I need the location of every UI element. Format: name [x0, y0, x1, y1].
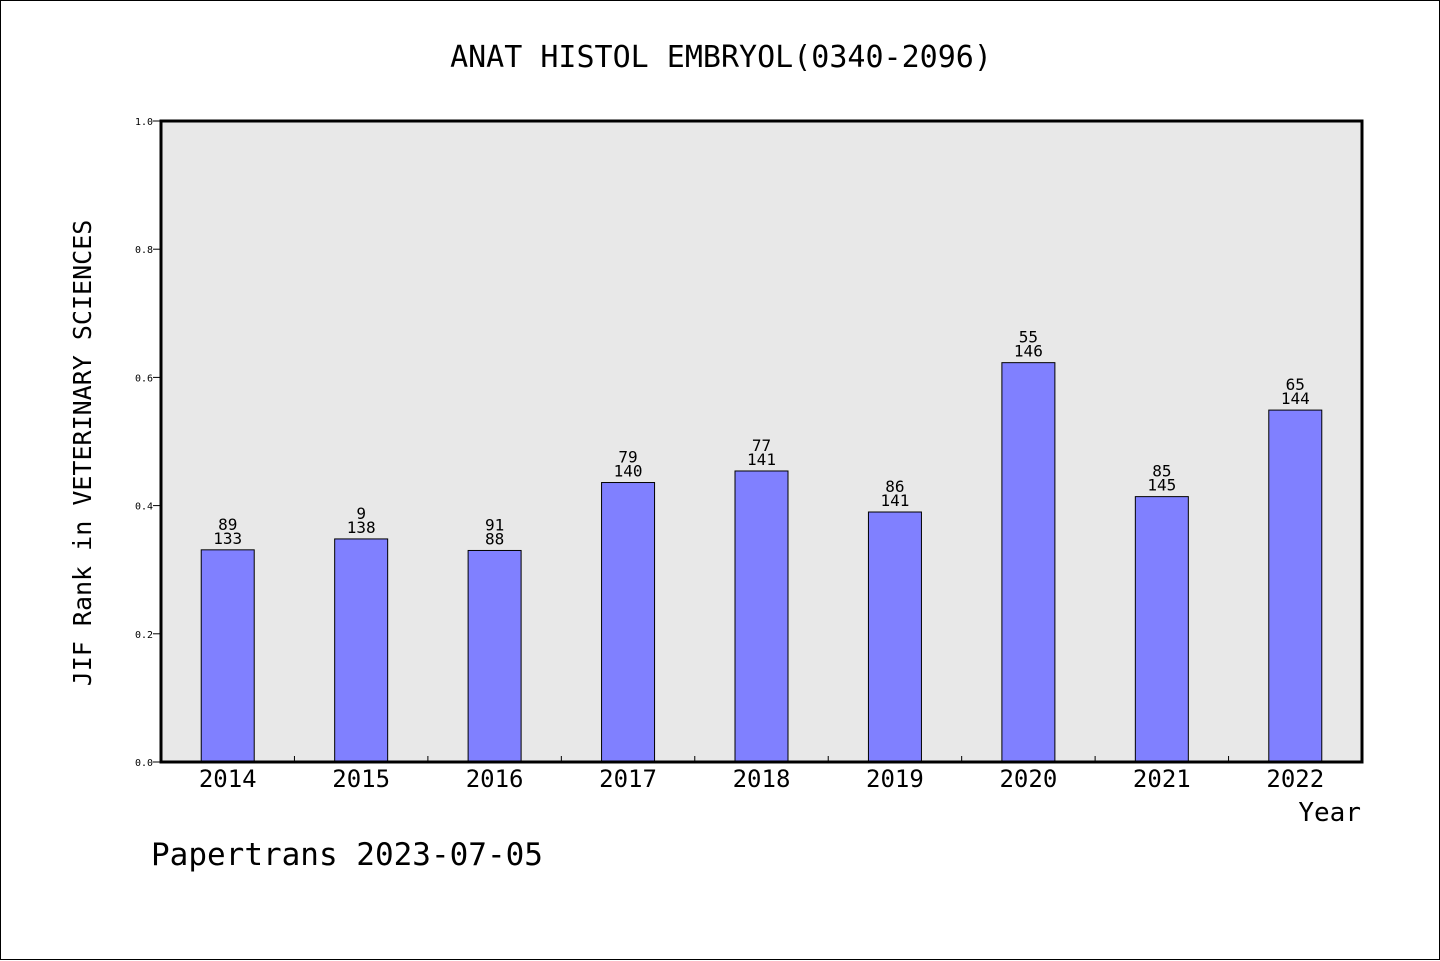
- x-tick-label: 2016: [466, 765, 524, 793]
- bar-label-total: 140: [614, 462, 643, 481]
- bar-label-total: 141: [747, 450, 776, 469]
- bar-label-rank: 9: [356, 504, 366, 523]
- y-tick-label: 0.6: [135, 373, 153, 384]
- bar-label-rank: 91: [485, 515, 504, 534]
- bar-2019: [867, 511, 922, 763]
- bar-label-total: 138: [347, 518, 376, 537]
- y-tick-label: 0.0: [135, 758, 153, 769]
- bar-2014: [200, 549, 255, 763]
- y-tick-label: 0.4: [135, 502, 153, 513]
- y-axis-label: JIF Rank in VETERINARY SCIENCES: [68, 220, 97, 687]
- x-tick-label: 2018: [733, 765, 791, 793]
- bar-label-rank: 77: [752, 436, 771, 455]
- bar-label-total: 88: [485, 529, 504, 548]
- x-tick-label: 2017: [599, 765, 657, 793]
- y-axis: 0.0 0.2 0.4 0.6 0.8 1.0: [135, 117, 161, 769]
- bar-label-rank: 89: [218, 515, 237, 534]
- plot-border: [159, 119, 1364, 764]
- y-tick-label: 0.8: [135, 245, 153, 256]
- bar-2021: [1134, 496, 1189, 763]
- bar-label-rank: 55: [1019, 328, 1038, 347]
- bar-label-total: 133: [213, 529, 242, 548]
- bar-2020: [1001, 362, 1056, 763]
- x-tick-label: 2021: [1133, 765, 1191, 793]
- bar-label-rank: 79: [618, 448, 637, 467]
- bar-label-total: 146: [1014, 342, 1043, 361]
- bar-label-total: 145: [1147, 476, 1176, 495]
- x-tick-label: 2020: [999, 765, 1057, 793]
- x-tick-label: 2022: [1266, 765, 1324, 793]
- bar-label-rank: 65: [1286, 375, 1305, 394]
- bars: [200, 362, 1323, 763]
- bar-label-total: 144: [1281, 389, 1310, 408]
- x-axis: 2014 2015 2016 2017 2018 2019 2020 2021 2022: [199, 756, 1324, 793]
- chart-title: ANAT HISTOL EMBRYOL(0340-2096): [450, 40, 992, 75]
- bar-2016: [467, 549, 522, 763]
- y-tick-label: 0.2: [135, 630, 153, 641]
- bar-label-rank: 85: [1152, 462, 1171, 481]
- footer-text: Papertrans 2023-07-05: [151, 837, 543, 873]
- x-tick-label: 2014: [199, 765, 257, 793]
- bar-2022: [1268, 409, 1323, 763]
- x-axis-label: Year: [1298, 798, 1361, 828]
- bar-2015: [334, 538, 389, 763]
- x-tick-label: 2015: [332, 765, 390, 793]
- bar-label-rank: 86: [885, 477, 904, 496]
- x-tick-label: 2019: [866, 765, 924, 793]
- y-tick-label: 1.0: [135, 117, 153, 128]
- bar-label-total: 141: [880, 491, 909, 510]
- bar-2017: [601, 482, 656, 763]
- bar-2018: [734, 470, 789, 763]
